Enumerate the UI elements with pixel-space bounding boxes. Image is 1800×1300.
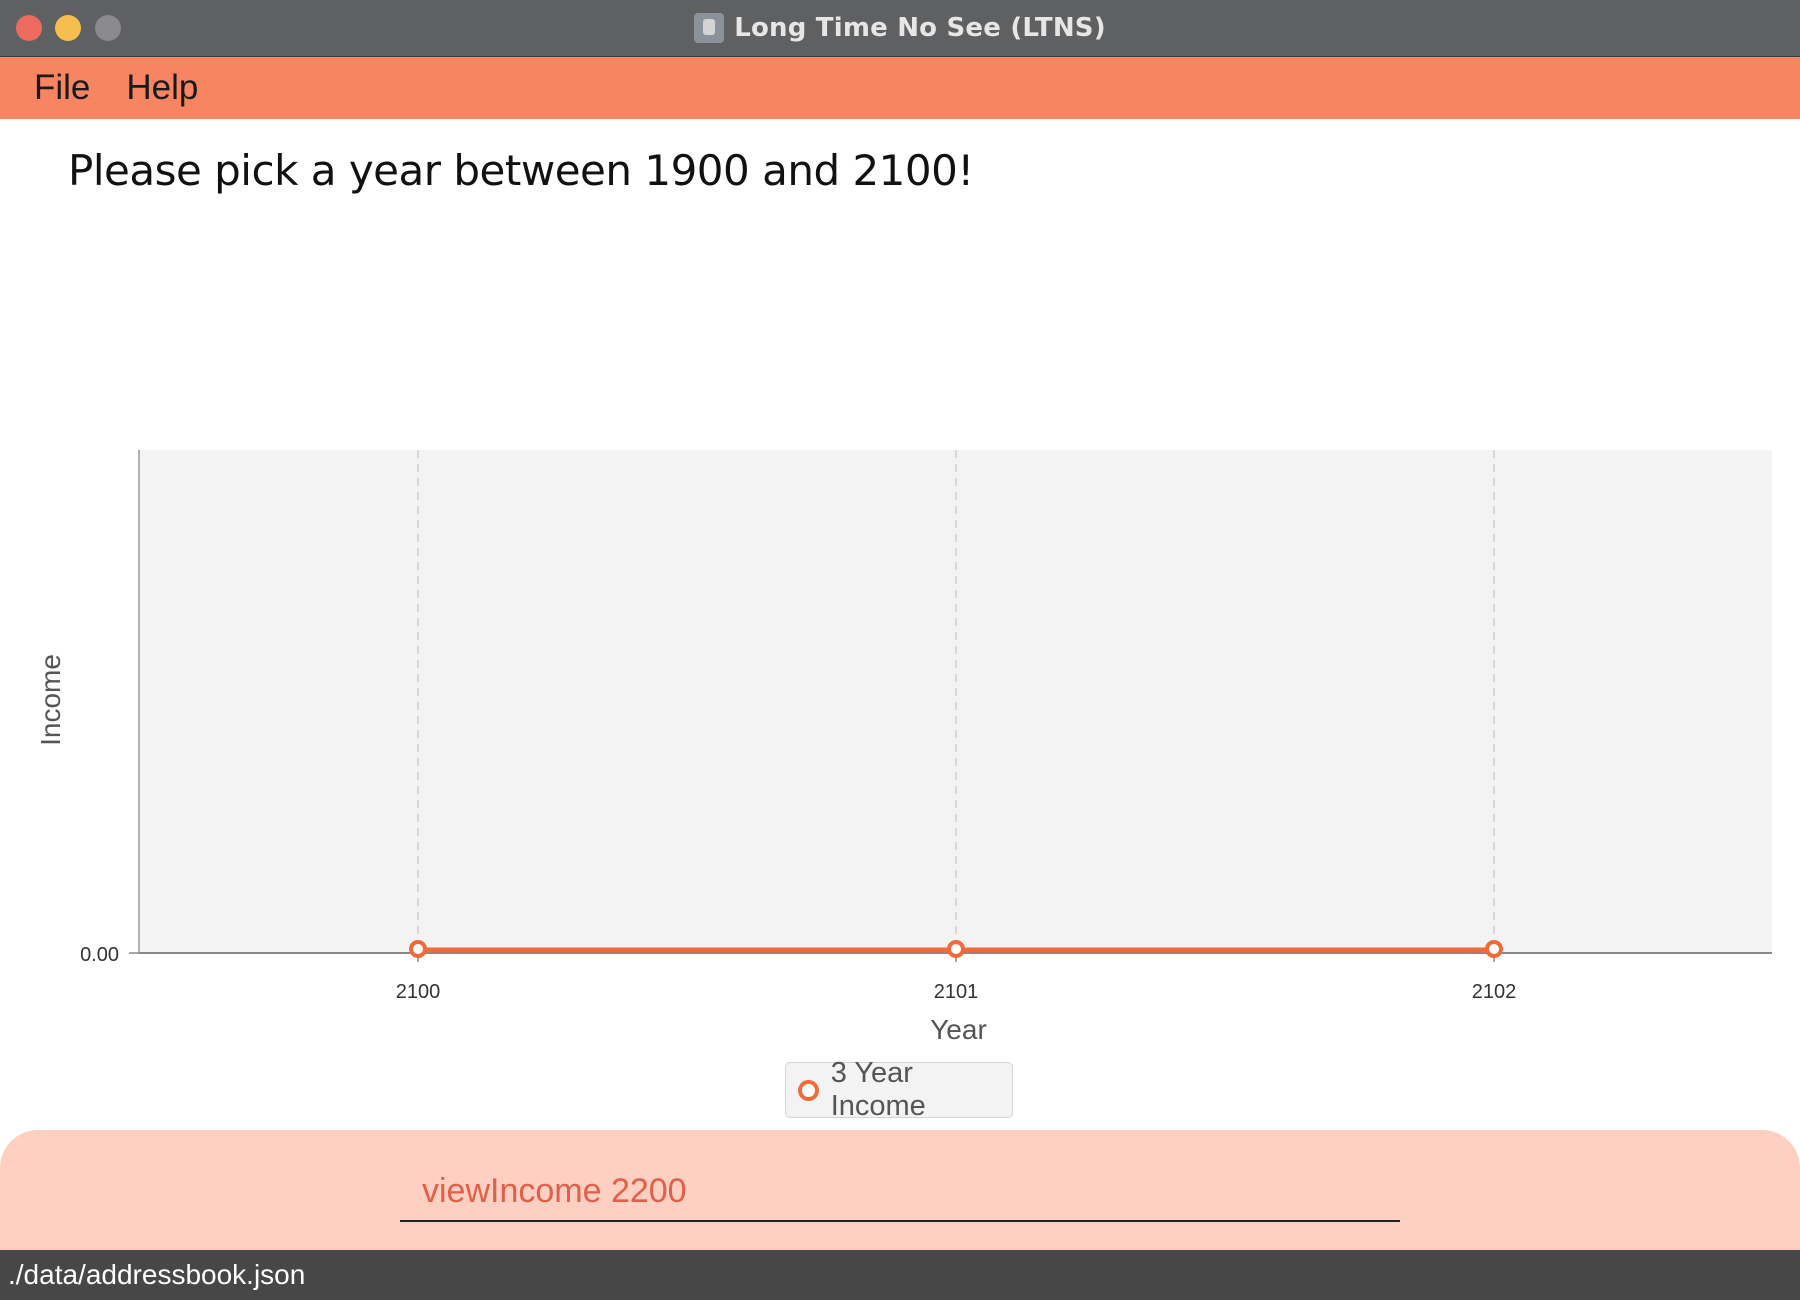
plot-background [139,450,1772,953]
x-tick-label: 2101 [934,981,979,1003]
save-location-path: ./data/addressbook.json [8,1259,306,1290]
result-display: Please pick a year between 1900 and 2100… [42,124,1758,406]
window-title: Long Time No See (LTNS) [734,13,1106,43]
legend-series-label: 3 Year Income [830,1057,926,1122]
menu-file[interactable]: File [34,68,91,107]
y-tick-label: 0.00 [80,944,119,966]
title-bar: Long Time No See (LTNS) [0,0,1800,57]
command-input[interactable] [400,1162,1400,1222]
menu-help[interactable]: Help [126,68,199,107]
x-tick-label: 2102 [1472,981,1517,1003]
data-point [947,940,965,958]
menu-bar: File Help [0,57,1800,119]
command-box [0,1130,1800,1250]
title-container: Long Time No See (LTNS) [0,0,1800,56]
income-chart: 0.00 2100 2101 2102 Year Income [35,450,1772,1045]
zoom-window-button[interactable] [95,15,121,41]
x-axis-label: Year [930,1014,987,1045]
legend-series-marker [798,1079,819,1101]
x-tick-label: 2100 [396,981,441,1003]
data-point [1485,940,1503,958]
data-point [409,940,427,958]
close-window-button[interactable] [16,15,42,41]
result-message: Please pick a year between 1900 and 2100… [68,146,974,195]
app-logo-icon [694,13,725,43]
minimize-window-button[interactable] [55,15,81,41]
status-bar: ./data/addressbook.json [0,1250,1800,1300]
y-axis-label: Income [35,654,66,746]
chart-legend: 3 Year Income [785,1057,1013,1122]
